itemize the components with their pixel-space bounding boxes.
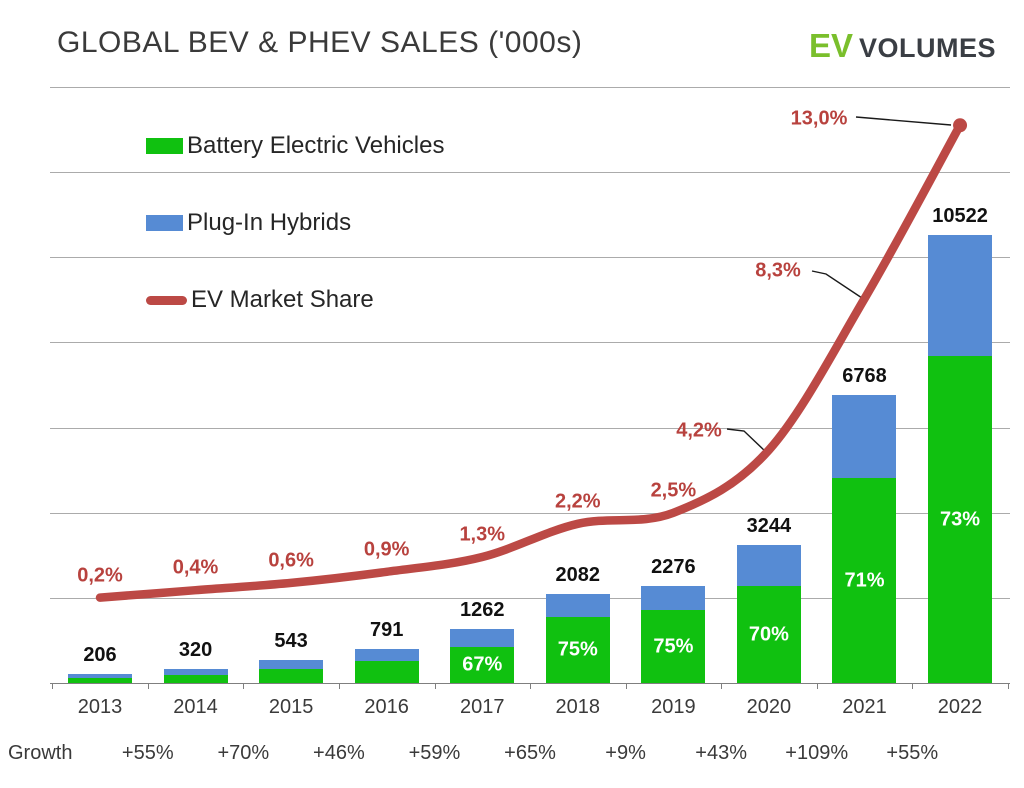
bar-segment-phev (163, 669, 228, 676)
year-label: 2016 (364, 696, 409, 718)
bev-share-label: 73% (940, 508, 981, 530)
bar-segment-phev (354, 649, 419, 662)
ev-volumes-logo: EV VOLUMES (809, 27, 996, 65)
growth-value: +46% (313, 742, 365, 764)
bar-total-label: 3244 (746, 514, 792, 537)
bar-segment-bev (354, 661, 419, 683)
market-share-label: 0,6% (268, 549, 314, 572)
bar-segment-bev (259, 669, 324, 683)
axis-tick (338, 683, 340, 689)
bev-swatch-icon (146, 138, 183, 154)
bar-segment-bev (736, 586, 801, 683)
callout-line (855, 116, 952, 126)
axis-tick (625, 683, 627, 689)
bar-segment-phev (545, 594, 610, 617)
growth-value: +65% (504, 742, 556, 764)
legend-label-phev: Plug-In Hybrids (187, 209, 352, 236)
axis-tick (1007, 683, 1009, 689)
axis-tick (912, 683, 914, 689)
gridline (50, 87, 1010, 88)
bar-total-label: 1262 (459, 599, 505, 622)
bar-segment-phev (641, 586, 706, 611)
year-label: 2021 (842, 696, 887, 718)
growth-value: +70% (217, 742, 270, 764)
axis-tick (52, 683, 54, 689)
bar-segment-bev (545, 616, 610, 683)
logo-volumes-text: VOLUMES (858, 33, 996, 63)
bar-total-label: 543 (274, 629, 308, 652)
axis-tick (816, 683, 818, 689)
chart-legend: Battery Electric Vehicles Plug-In Hybrid… (146, 126, 444, 357)
bar-segment-phev (928, 235, 993, 356)
growth-value: +55% (121, 742, 174, 764)
year-label: 2020 (746, 696, 792, 718)
bar-total-label: 10522 (932, 205, 988, 228)
axis-tick (721, 683, 723, 689)
market-share-label: 0,9% (363, 538, 410, 561)
legend-label-share: EV Market Share (191, 286, 374, 313)
logo-ev-text: EV (808, 27, 853, 64)
chart-title: GLOBAL BEV & PHEV SALES ('000s) (57, 26, 583, 59)
growth-value: +55% (886, 742, 939, 764)
bar-segment-phev (68, 674, 132, 679)
market-share-label: 0,2% (77, 564, 123, 587)
year-label: 2015 (268, 696, 314, 718)
bev-share-label: 75% (653, 635, 694, 658)
legend-item-share: EV Market Share (146, 280, 444, 320)
bar-total-label: 320 (178, 639, 213, 662)
growth-value: +9% (605, 742, 646, 764)
growth-row-title: Growth (8, 742, 73, 764)
market-share-label: 2,2% (555, 490, 601, 513)
year-label: 2017 (459, 696, 505, 718)
bar-segment-phev (736, 544, 801, 587)
market-share-label: 2,5% (650, 479, 697, 502)
callout-line (811, 270, 863, 299)
bar-total-label: 791 (369, 619, 404, 642)
bar-segment-bev (641, 610, 706, 683)
bar-total-label: 2082 (555, 564, 601, 587)
market-share-line-swatch-icon (146, 295, 187, 305)
legend-label-bev: Battery Electric Vehicles (187, 132, 445, 159)
year-label: 2019 (651, 696, 696, 718)
year-label: 2018 (555, 696, 601, 718)
legend-item-bev: Battery Electric Vehicles (146, 126, 444, 166)
market-share-label: 4,2% (676, 419, 722, 442)
bar-total-label: 206 (83, 644, 117, 667)
bar-segment-phev (832, 394, 897, 479)
bar-segment-phev (450, 629, 515, 647)
phev-swatch-icon (146, 215, 183, 231)
axis-tick (434, 683, 436, 689)
axis-tick (530, 683, 531, 689)
growth-value: +43% (695, 742, 747, 764)
axis-tick (243, 683, 245, 689)
growth-value: +59% (408, 742, 461, 764)
legend-item-phev: Plug-In Hybrids (146, 203, 444, 243)
bar-total-label: 2276 (651, 556, 696, 579)
bev-share-label: 75% (557, 638, 598, 661)
market-share-label: 1,3% (459, 523, 506, 546)
bar-segment-phev (259, 659, 324, 670)
bev-share-label: 67% (462, 653, 503, 676)
bar-segment-bev (163, 675, 228, 683)
market-share-label: 13,0% (790, 107, 848, 130)
callout-line (726, 428, 767, 453)
year-label: 2014 (173, 696, 218, 718)
market-share-label: 8,3% (755, 259, 801, 282)
market-share-label: 0,4% (172, 556, 219, 579)
bar-total-label: 6768 (842, 364, 887, 387)
line-end-dot (953, 118, 968, 133)
bar-segment-bev (68, 678, 132, 683)
bev-share-label: 70% (748, 623, 789, 646)
bev-share-label: 71% (844, 569, 885, 592)
growth-value: +109% (785, 742, 849, 764)
year-label: 2022 (937, 696, 983, 718)
bar-segment-bev (450, 647, 515, 683)
year-label: 2013 (77, 696, 123, 718)
axis-tick (147, 683, 149, 689)
